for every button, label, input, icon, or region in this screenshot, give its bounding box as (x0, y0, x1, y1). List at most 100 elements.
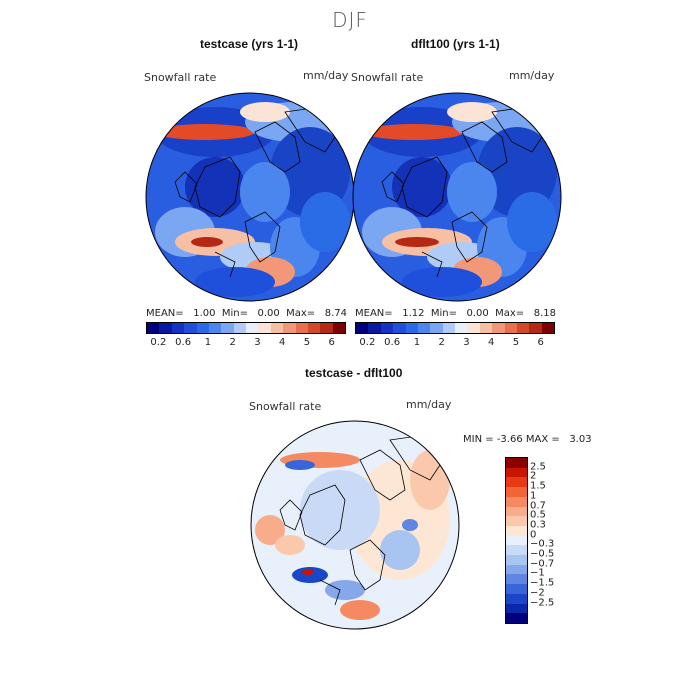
diff-colorbar-tick-label: −0.7 (530, 558, 555, 570)
panel-2-colorbar-ticks: 0.2 0.6 1 2 3 4 5 6 (355, 337, 553, 349)
diff-colorbar-tick-label: −0.5 (530, 548, 555, 560)
panel-1-colorbar-tick-label: 5 (303, 337, 311, 348)
panel-2-min-value: 0.00 (466, 308, 489, 319)
panel-1-colorbar-tick-label: 0.6 (175, 337, 192, 348)
panel-2-colorbar-swatch (479, 323, 493, 333)
panel-2-polar-map (352, 92, 562, 302)
diff-colorbar-swatch (506, 467, 527, 478)
panel-1-colorbar-swatch (147, 323, 160, 333)
diff-colorbar-swatch (506, 555, 527, 565)
panel-1-colorbar-tick-label: 1 (204, 337, 212, 348)
panel-2-max-value: 8.18 (533, 308, 556, 319)
panel-1-max-label: Max= (286, 308, 316, 319)
panel-2-colorbar-swatch (541, 323, 554, 333)
panel-2-colorbar-swatch (380, 323, 394, 333)
diff-colorbar-tick-label: 0.3 (530, 519, 546, 531)
diff-colorbar-swatch (506, 506, 527, 517)
diff-colorbar-swatch (506, 564, 527, 575)
panel-2-colorbar-swatch (467, 323, 480, 333)
diff-colorbar-swatch (506, 487, 527, 497)
panel-2-colorbar-swatch (492, 323, 505, 333)
diff-colorbar (505, 457, 528, 624)
panel-2-min-label: Min= (430, 308, 457, 319)
panel-1-colorbar-swatch (307, 323, 321, 333)
diff-colorbar-tick-label: 0 (530, 529, 537, 541)
panel-1-colorbar-tick-label: 4 (278, 337, 286, 348)
diff-colorbar-tick-label: −1.5 (530, 577, 555, 589)
panel-2-colorbar-tick-label: 1 (413, 337, 421, 348)
panel-2-colorbar-tick-label: 5 (512, 337, 520, 348)
panel-2-colorbar-swatch (417, 323, 431, 333)
diff-stats: MIN = -3.66 MAX = 3.03 (463, 434, 592, 445)
panel-1-variable-label: Snowfall rate (144, 71, 217, 84)
diff-colorbar-tick-label: 0.5 (530, 509, 546, 521)
panel-1-colorbar-swatch (246, 323, 259, 333)
panel-2-colorbar-tick-label: 4 (487, 337, 495, 348)
panel-2-colorbar-swatch (504, 323, 517, 333)
panel-2-colorbar-swatch (430, 323, 443, 333)
diff-colorbar-ticks: 2.5 2 1.5 1 0.7 0.5 0.3 0 −0.3 −0.5 −0.7 −1 −1.5 −2 −2… (530, 457, 570, 622)
diff-title: testcase - dflt100 (305, 366, 403, 380)
panel-1-mean-value: 1.00 (193, 308, 216, 319)
diff-colorbar-swatch (506, 574, 527, 585)
panel-1-colorbar-swatch (159, 323, 172, 333)
diff-max-value: 3.03 (569, 434, 592, 445)
panel-1-colorbar-tick-label: 0.2 (150, 337, 167, 348)
panel-1-colorbar-swatch (283, 323, 296, 333)
diff-min-label: MIN = (463, 434, 494, 445)
panel-1-colorbar-swatch (208, 323, 222, 333)
diff-colorbar-swatch (506, 458, 527, 468)
panel-2-colorbar-swatch (393, 323, 406, 333)
diff-colorbar-tick-label: 2.5 (530, 461, 546, 473)
panel-1-stats: MEAN= 1.00 Min= 0.00 Max= 8.74 (146, 308, 347, 319)
panel-2-colorbar-swatch (455, 323, 468, 333)
panel-2-colorbar (355, 322, 555, 334)
diff-colorbar-swatch (506, 525, 527, 536)
diff-colorbar-swatch (506, 593, 527, 604)
diff-polar-map (250, 420, 460, 630)
panel-2-colorbar-tick-label: 0.6 (384, 337, 401, 348)
panel-1-colorbar-swatch (320, 323, 333, 333)
panel-1-colorbar-swatch (258, 323, 271, 333)
panel-2-stats: MEAN= 1.12 Min= 0.00 Max= 8.18 (355, 308, 556, 319)
panel-1-colorbar-tick-label: 2 (229, 337, 236, 348)
diff-units-label: mm/day (406, 398, 452, 411)
panel-2-colorbar-swatch (516, 323, 530, 333)
panel-1-colorbar-tick-label: 3 (254, 337, 261, 348)
panel-1-units-label: mm/day (303, 69, 349, 82)
panel-2-variable-label: Snowfall rate (351, 71, 424, 84)
diff-colorbar-tick-label: 2 (530, 470, 537, 482)
panel-1-colorbar-ticks: 0.2 0.6 1 2 3 4 5 6 (146, 337, 344, 349)
season-title: DJF (332, 8, 368, 32)
panel-1-colorbar-swatch (270, 323, 284, 333)
diff-min-value: -3.66 (496, 434, 523, 445)
panel-1-colorbar-swatch (184, 323, 197, 333)
panel-2-colorbar-swatch (442, 323, 455, 333)
panel-2-title: dflt100 (yrs 1-1) (411, 37, 500, 51)
panel-2-colorbar-tick-label: 6 (537, 337, 544, 348)
panel-2-units-label: mm/day (509, 69, 555, 82)
diff-colorbar-swatch (506, 516, 527, 526)
diff-colorbar-tick-label: −2.5 (530, 597, 555, 609)
panel-2-colorbar-tick-label: 0.2 (359, 337, 376, 348)
panel-2-colorbar-swatch (356, 323, 369, 333)
panel-1-min-label: Min= (221, 308, 248, 319)
panel-2-colorbar-swatch (368, 323, 381, 333)
diff-colorbar-tick-label: 1 (530, 490, 537, 502)
diff-colorbar-tick-label: 1.5 (530, 480, 546, 492)
panel-1-colorbar (146, 322, 346, 334)
panel-2-colorbar-tick-label: 3 (463, 337, 470, 348)
diff-colorbar-tick-label: −1 (530, 567, 545, 579)
diff-colorbar-swatch (506, 545, 527, 556)
panel-1-colorbar-tick-label: 6 (328, 337, 335, 348)
panel-1-max-value: 8.74 (324, 308, 347, 319)
diff-variable-label: Snowfall rate (249, 400, 322, 413)
diff-max-label: MAX = (525, 434, 560, 445)
panel-1-colorbar-swatch (332, 323, 345, 333)
diff-colorbar-swatch (506, 477, 527, 488)
panel-2-colorbar-swatch (529, 323, 542, 333)
panel-1-min-value: 0.00 (257, 308, 280, 319)
panel-2-mean-label: MEAN= (355, 308, 393, 319)
panel-1-colorbar-swatch (196, 323, 209, 333)
panel-1-colorbar-swatch (233, 323, 246, 333)
